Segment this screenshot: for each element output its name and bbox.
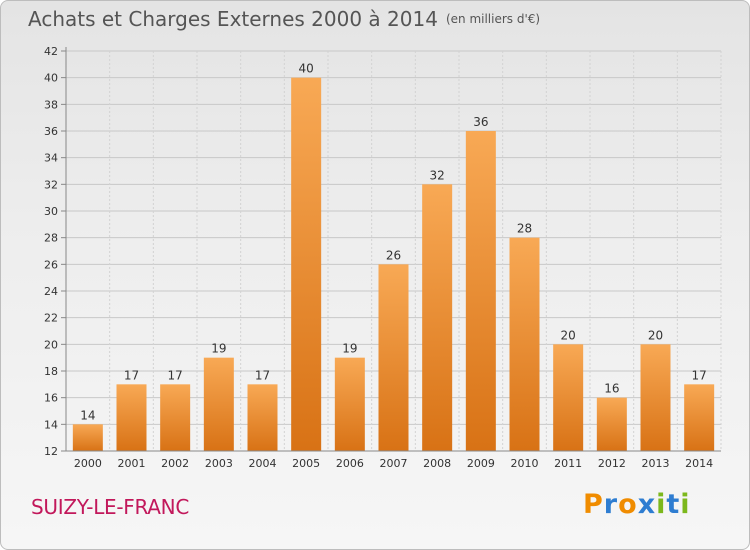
bar	[465, 131, 496, 451]
x-tick-label: 2013	[642, 457, 670, 470]
x-tick-label: 2000	[74, 457, 102, 470]
bar	[640, 344, 671, 451]
unit-label: (en milliers d'€)	[445, 12, 541, 26]
x-tick-label: 2003	[205, 457, 233, 470]
bar-value-label: 32	[430, 168, 445, 182]
bar	[378, 264, 409, 451]
y-tick-label: 38	[44, 98, 58, 111]
proxiti-logo[interactable]: Proxiti	[583, 489, 691, 520]
y-tick-label: 24	[44, 285, 58, 298]
bar-value-label: 20	[561, 328, 576, 342]
logo-letter: P	[583, 489, 604, 520]
x-tick-label: 2014	[685, 457, 713, 470]
bar	[334, 357, 365, 451]
title-text: Achats et Charges Externes 2000 à 2014	[28, 7, 438, 31]
x-tick-label: 2001	[118, 457, 146, 470]
bars: 14 17 17 19 17 40 19 26 32 36 28 20 16 20 17	[72, 62, 715, 452]
bar	[203, 357, 234, 451]
y-tick-label: 34	[44, 152, 58, 165]
x-tick-label: 2004	[249, 457, 277, 470]
y-tick-label: 30	[44, 205, 58, 218]
bar-value-label: 26	[386, 248, 401, 262]
logo-letter: t	[666, 489, 681, 520]
y-tick-label: 22	[44, 312, 58, 325]
chart-title: Achats et Charges Externes 2000 à 2014 (e…	[28, 7, 540, 31]
y-tick-label: 26	[44, 258, 58, 271]
y-tick-label: 12	[44, 445, 58, 458]
bar-value-label: 14	[80, 408, 95, 422]
bar	[684, 384, 715, 451]
bar-value-label: 40	[299, 62, 314, 76]
bar-value-label: 17	[124, 368, 139, 382]
logo-letter: i	[680, 489, 691, 520]
commune-name: SUIZY-LE-FRANC	[31, 495, 189, 519]
bar-value-label: 17	[692, 368, 707, 382]
x-tick-label: 2012	[598, 457, 626, 470]
y-tick-label: 32	[44, 178, 58, 191]
x-tick-label: 2005	[292, 457, 320, 470]
axes: 12 14 16 18 20 22 24 26 28 30 32 34 36 38 40 42 2000 2001…	[44, 45, 721, 470]
bar	[160, 384, 191, 451]
bar	[72, 424, 103, 451]
bar	[553, 344, 584, 451]
y-tick-label: 20	[44, 338, 58, 351]
bar-value-label: 17	[168, 368, 183, 382]
bar-value-label: 16	[604, 382, 619, 396]
y-tick-label: 14	[44, 418, 58, 431]
bar-value-label: 17	[255, 368, 270, 382]
logo-letter: x	[637, 489, 657, 520]
bar-value-label: 28	[517, 222, 532, 236]
y-tick-label: 36	[44, 125, 58, 138]
bar-value-label: 36	[473, 115, 488, 129]
y-tick-label: 18	[44, 365, 58, 378]
logo-letter: r	[603, 489, 619, 520]
logo-letter: o	[618, 489, 638, 520]
y-tick-label: 42	[44, 45, 58, 58]
logo-letter: i	[656, 489, 667, 520]
x-tick-label: 2007	[380, 457, 408, 470]
bar	[422, 184, 453, 452]
x-tick-label: 2002	[161, 457, 189, 470]
bar-value-label: 20	[648, 328, 663, 342]
x-tick-label: 2011	[554, 457, 582, 470]
y-tick-label: 40	[44, 72, 58, 85]
bar	[596, 397, 627, 451]
x-tick-label: 2009	[467, 457, 495, 470]
bar-value-label: 19	[211, 342, 226, 356]
y-tick-label: 28	[44, 232, 58, 245]
x-tick-label: 2006	[336, 457, 364, 470]
bar	[509, 237, 540, 451]
bar	[291, 77, 322, 452]
x-tick-label: 2008	[423, 457, 451, 470]
x-tick-label: 2010	[511, 457, 539, 470]
bar-value-label: 19	[342, 342, 357, 356]
bar	[116, 384, 147, 451]
bar	[247, 384, 278, 451]
y-tick-label: 16	[44, 392, 58, 405]
